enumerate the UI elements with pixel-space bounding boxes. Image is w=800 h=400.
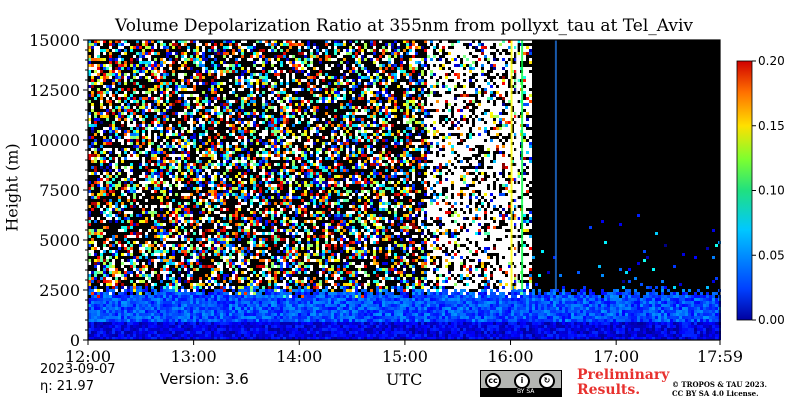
y-tick-label: 12500: [29, 81, 80, 100]
cc-icon: cc: [485, 373, 501, 389]
colorbar-tick-label: 0.10: [758, 184, 785, 198]
y-tick-label: 10000: [29, 131, 80, 150]
sa-icon: ↻: [539, 373, 555, 389]
colorbar-tick-label: 0.05: [758, 248, 785, 262]
x-tick-label: 17:59: [697, 347, 743, 366]
noise-streak: [510, 40, 513, 290]
y-tick-label: 5000: [39, 231, 80, 250]
x-tick-label: 13:00: [171, 347, 217, 366]
preliminary-notice: Preliminary Results.: [577, 368, 669, 398]
preliminary-line-1: Preliminary: [577, 367, 670, 383]
colorbar-tick-label: 0.15: [758, 119, 785, 133]
x-tick-label: 17:00: [593, 347, 639, 366]
noise-streak: [515, 40, 518, 290]
footer-version: Version: 3.6: [160, 370, 249, 388]
colorbar-tick-label: 0.00: [758, 313, 785, 327]
x-tick-label: 14:00: [276, 347, 322, 366]
noise-streak: [554, 40, 557, 290]
y-axis: 0 2500 5000 7500 10000 12500 15000: [29, 31, 88, 350]
x-tick-label: 12:00: [65, 347, 111, 366]
by-icon: i: [514, 373, 530, 389]
preliminary-line-2: Results.: [577, 382, 641, 398]
colorbar-tick-label: 0.20: [758, 54, 785, 68]
x-axis: 12:00 13:00 14:00 15:00 16:00 17:00 17:59: [65, 340, 743, 366]
noise-streak: [521, 40, 524, 290]
x-tick-label: 15:00: [382, 347, 428, 366]
y-tick-label: 2500: [39, 281, 80, 300]
cc-badge-text: BY SA: [481, 388, 561, 396]
y-tick-label: 7500: [39, 181, 80, 200]
colorbar-axis: 0.00 0.05 0.10 0.15 0.20: [752, 54, 785, 327]
cc-license-badge: cc i ↻ BY SA: [480, 370, 562, 397]
chart-title: Volume Depolarization Ratio at 355nm fro…: [115, 16, 693, 36]
copyright-notice: © TROPOS & TAU 2023. CC BY SA 4.0 Licens…: [672, 380, 767, 398]
x-axis-label: UTC: [386, 370, 423, 389]
y-tick-label: 0: [70, 331, 80, 350]
copyright-line-1: © TROPOS & TAU 2023.: [672, 380, 767, 389]
footer-date: 2023-09-07: [40, 362, 116, 377]
colorbar: [736, 60, 753, 321]
footer-eta: η: 21.97: [40, 379, 94, 394]
heatmap-area: [88, 40, 721, 340]
x-tick-label: 16:00: [487, 347, 533, 366]
y-tick-label: 15000: [29, 31, 80, 50]
copyright-line-2: CC BY SA 4.0 License.: [672, 389, 759, 398]
